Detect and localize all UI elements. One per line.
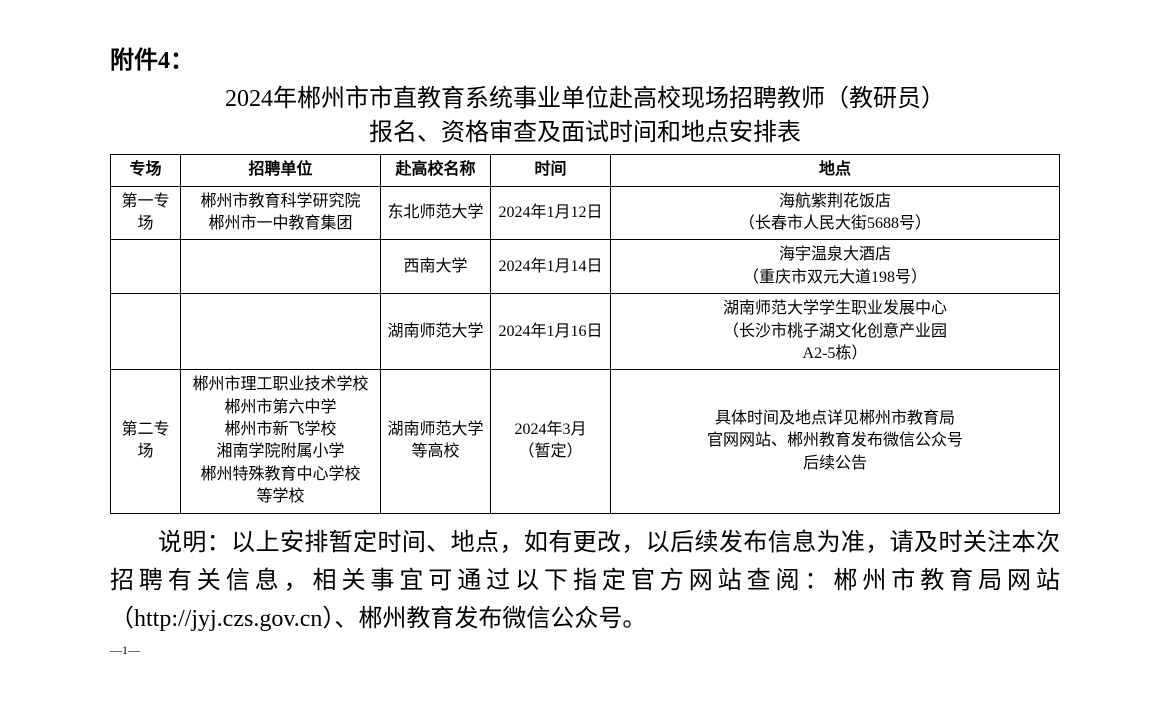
header-time: 时间 — [491, 155, 611, 186]
cell-school: 西南大学 — [381, 240, 491, 294]
cell-location: 具体时间及地点详见郴州市教育局官网网站、郴州教育发布微信公众号后续公告 — [611, 370, 1060, 513]
cell-school: 湖南师范大学 — [381, 294, 491, 370]
table-header-row: 专场 招聘单位 赴高校名称 时间 地点 — [111, 155, 1060, 186]
table-row: 第二专场 郴州市理工职业技术学校郴州市第六中学郴州市新飞学校湘南学院附属小学郴州… — [111, 370, 1060, 513]
cell-location: 海航紫荆花饭店（长春市人民大街5688号） — [611, 186, 1060, 240]
cell-time: 2024年1月14日 — [491, 240, 611, 294]
cell-time: 2024年3月（暂定） — [491, 370, 611, 513]
cell-location: 湖南师范大学学生职业发展中心（长沙市桃子湖文化创意产业园A2-5栋） — [611, 294, 1060, 370]
explanation-text: 说明：以上安排暂定时间、地点，如有更改，以后续发布信息为准，请及时关注本次招聘有… — [110, 524, 1060, 639]
cell-session — [111, 294, 181, 370]
table-row: 湖南师范大学 2024年1月16日 湖南师范大学学生职业发展中心（长沙市桃子湖文… — [111, 294, 1060, 370]
cell-school: 东北师范大学 — [381, 186, 491, 240]
cell-unit: 郴州市教育科学研究院郴州市一中教育集团 — [181, 186, 381, 240]
cell-time: 2024年1月12日 — [491, 186, 611, 240]
header-unit: 招聘单位 — [181, 155, 381, 186]
header-school: 赴高校名称 — [381, 155, 491, 186]
header-location: 地点 — [611, 155, 1060, 186]
title-line-1: 2024年郴州市市直教育系统事业单位赴高校现场招聘教师（教研员） — [110, 83, 1060, 117]
cell-unit: 郴州市理工职业技术学校郴州市第六中学郴州市新飞学校湘南学院附属小学郴州特殊教育中… — [181, 370, 381, 513]
cell-unit — [181, 294, 381, 370]
table-row: 西南大学 2024年1月14日 海宇温泉大酒店（重庆市双元大道198号） — [111, 240, 1060, 294]
attachment-label: 附件4： — [110, 40, 1060, 75]
cell-time: 2024年1月16日 — [491, 294, 611, 370]
cell-session — [111, 240, 181, 294]
schedule-table: 专场 招聘单位 赴高校名称 时间 地点 第一专场 郴州市教育科学研究院郴州市一中… — [110, 154, 1060, 513]
cell-school: 湖南师范大学等高校 — [381, 370, 491, 513]
table-row: 第一专场 郴州市教育科学研究院郴州市一中教育集团 东北师范大学 2024年1月1… — [111, 186, 1060, 240]
table-body: 第一专场 郴州市教育科学研究院郴州市一中教育集团 东北师范大学 2024年1月1… — [111, 186, 1060, 513]
cell-session: 第一专场 — [111, 186, 181, 240]
cell-location: 海宇温泉大酒店（重庆市双元大道198号） — [611, 240, 1060, 294]
cell-unit — [181, 240, 381, 294]
title-line-2: 报名、资格审查及面试时间和地点安排表 — [110, 117, 1060, 151]
cell-session: 第二专场 — [111, 370, 181, 513]
header-session: 专场 — [111, 155, 181, 186]
page-number: —1— — [110, 643, 1060, 658]
